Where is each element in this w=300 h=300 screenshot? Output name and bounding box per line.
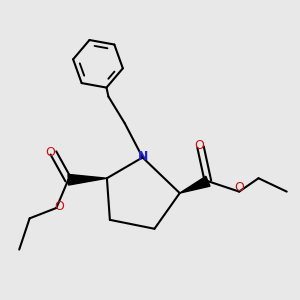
Polygon shape: [68, 174, 107, 185]
Text: O: O: [54, 200, 64, 213]
Text: O: O: [194, 139, 204, 152]
Text: N: N: [137, 150, 148, 163]
Text: O: O: [46, 146, 56, 160]
Text: O: O: [234, 181, 244, 194]
Polygon shape: [180, 176, 210, 193]
